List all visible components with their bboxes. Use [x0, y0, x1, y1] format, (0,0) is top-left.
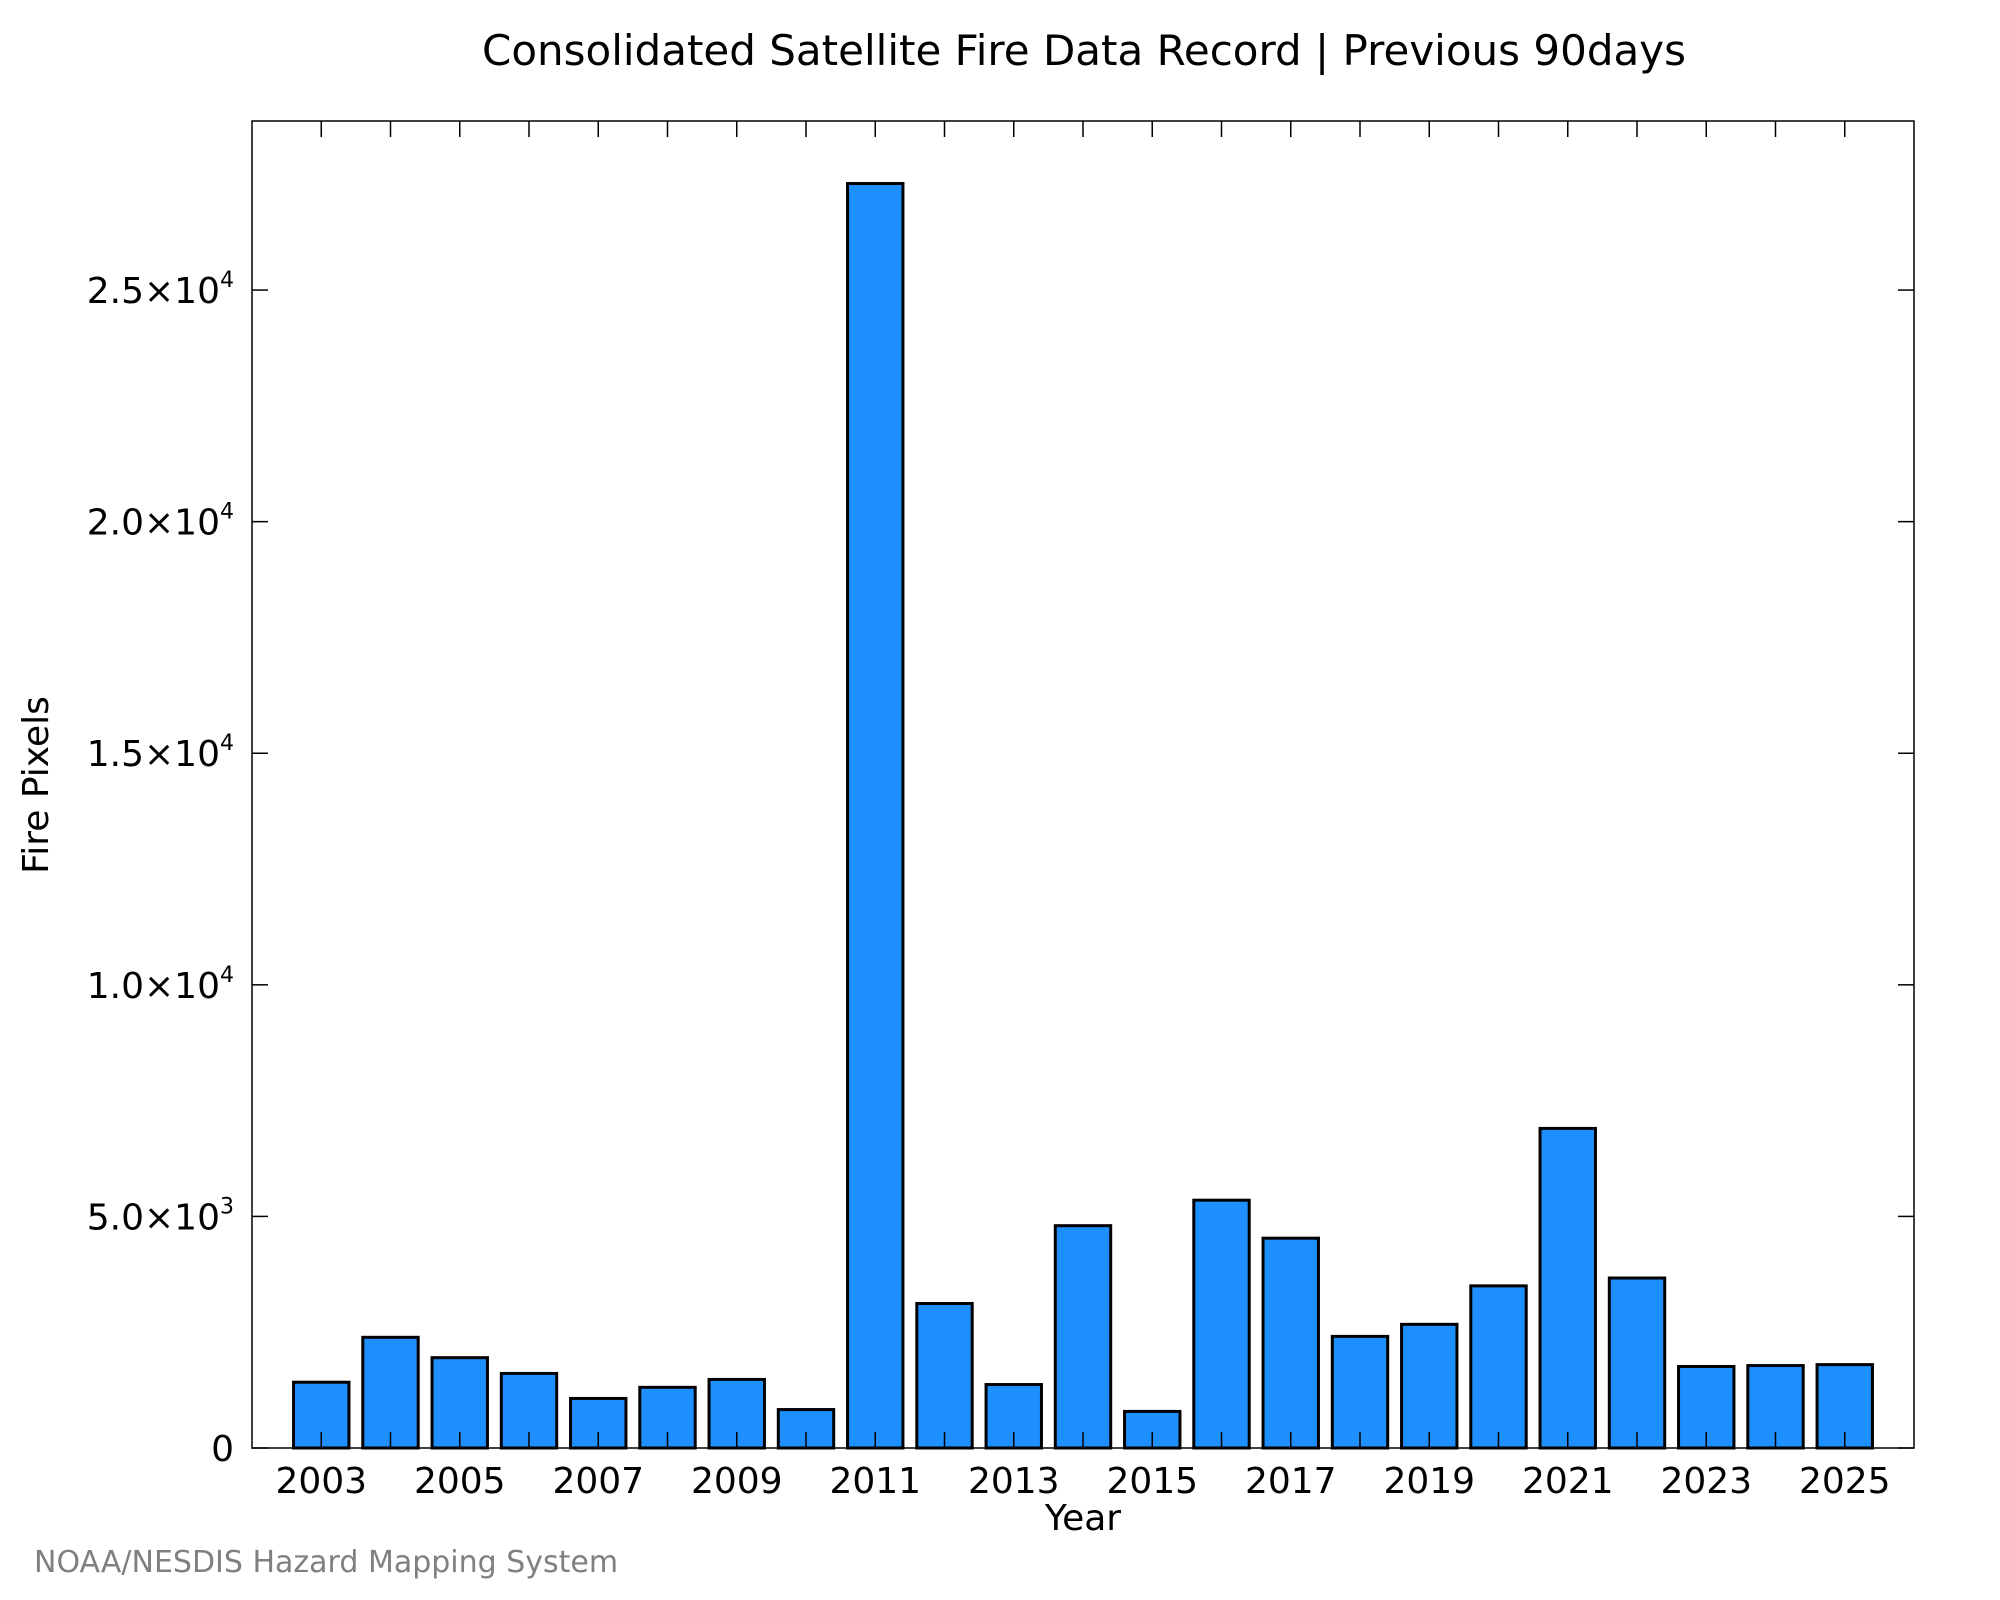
- x-tick-label-2019: 2019: [1383, 1461, 1475, 1502]
- y-axis-label: Fire Pixels: [16, 696, 57, 874]
- bar-2011: [846, 182, 905, 1450]
- bar-2004: [361, 1335, 420, 1450]
- bar-2012: [915, 1301, 974, 1450]
- x-tick-label-2025: 2025: [1799, 1461, 1891, 1502]
- plot-area-frame: [251, 120, 1915, 1449]
- x-tick-label-2011: 2011: [829, 1461, 921, 1502]
- bar-2016: [1192, 1198, 1251, 1450]
- bar-2020: [1469, 1284, 1528, 1450]
- x-tick-label-2021: 2021: [1522, 1461, 1614, 1502]
- y-tick-label-25000: 2.5×104: [87, 268, 234, 312]
- x-tick-label-2015: 2015: [1106, 1461, 1198, 1502]
- x-tick-label-2005: 2005: [414, 1461, 506, 1502]
- bar-2019: [1400, 1322, 1459, 1450]
- x-tick-label-2009: 2009: [691, 1461, 783, 1502]
- bar-2021: [1538, 1126, 1597, 1450]
- ticks-group: 2003 2005 2007 2009 2011 2013 2015 2017 2019 2021…: [87, 121, 1914, 1502]
- y-tick-label-10000: 1.0×104: [87, 963, 234, 1007]
- y-tick-label-15000: 1.5×104: [87, 731, 234, 775]
- x-tick-label-2013: 2013: [968, 1461, 1060, 1502]
- x-tick-label-2017: 2017: [1245, 1461, 1337, 1502]
- bar-2014: [1053, 1224, 1113, 1450]
- bar-2022: [1607, 1276, 1667, 1450]
- x-tick-label-2003: 2003: [275, 1461, 367, 1502]
- chart-title: Consolidated Satellite Fire Data Record …: [482, 26, 1686, 75]
- x-tick-label-2007: 2007: [552, 1461, 644, 1502]
- bar-2018: [1330, 1334, 1390, 1450]
- y-tick-label-20000: 2.0×104: [87, 500, 234, 544]
- y-tick-label-0: 0: [211, 1429, 234, 1470]
- x-axis-label: Year: [1044, 1498, 1121, 1539]
- x-tick-label-2023: 2023: [1660, 1461, 1752, 1502]
- bars-group: [292, 182, 1874, 1450]
- source-credit: NOAA/NESDIS Hazard Mapping System: [34, 1545, 618, 1580]
- bar-2017: [1261, 1236, 1320, 1450]
- y-tick-label-5000: 5.0×103: [87, 1194, 234, 1238]
